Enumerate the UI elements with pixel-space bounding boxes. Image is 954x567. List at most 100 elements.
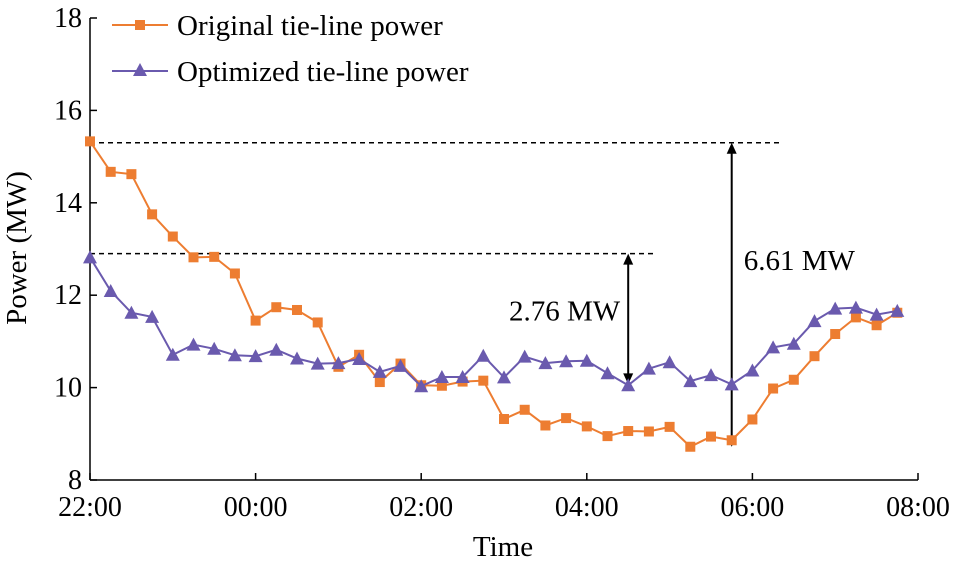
data-point [227, 348, 242, 362]
data-point [602, 431, 613, 442]
data-point [745, 363, 760, 377]
data-point [372, 364, 387, 378]
data-point [292, 304, 302, 315]
legend-marker-original [135, 20, 145, 30]
data-point [559, 354, 574, 368]
data-point [724, 377, 739, 391]
data-point [434, 369, 449, 383]
data-point [499, 414, 509, 425]
x-tick-label: 00:00 [224, 492, 288, 523]
data-point [476, 348, 491, 362]
x-tick-label: 06:00 [721, 492, 785, 523]
data-point [517, 349, 532, 363]
series-layer [83, 136, 905, 452]
data-point [685, 441, 696, 452]
data-point [414, 379, 429, 393]
y-tick-label: 8 [68, 465, 82, 496]
data-point [147, 209, 158, 220]
x-axis-title: Time [473, 531, 533, 563]
data-point [664, 421, 675, 432]
data-point [352, 351, 367, 365]
data-point [269, 342, 284, 356]
data-point [331, 356, 346, 370]
data-point [145, 309, 160, 323]
data-point [706, 431, 716, 442]
data-point [561, 413, 572, 424]
data-point [869, 307, 884, 321]
difference-label: 2.76 MW [509, 296, 621, 328]
data-point [207, 341, 222, 355]
legend-item-original: Original tie-line power [112, 10, 443, 42]
legend-item-optimized: Optimized tie-line power [112, 56, 469, 88]
data-point [393, 358, 408, 372]
y-tick-label: 10 [54, 373, 82, 404]
data-point [747, 414, 758, 425]
data-point [290, 351, 304, 365]
y-tick-label: 14 [54, 188, 82, 219]
data-point [641, 361, 656, 375]
y-axis-title: Power (MW) [1, 171, 33, 325]
series-line [89, 140, 898, 448]
series-0 [85, 136, 903, 452]
difference-label: 6.61 MW [744, 245, 856, 277]
data-point [455, 369, 470, 383]
data-point [643, 426, 654, 437]
x-tick-label: 04:00 [555, 492, 619, 523]
data-point [850, 312, 861, 323]
data-point [310, 356, 325, 370]
data-point [581, 421, 592, 432]
data-point [519, 404, 530, 415]
data-point [540, 420, 551, 431]
data-point [828, 301, 843, 315]
data-point [807, 314, 822, 328]
legend-label-original: Original tie-line power [177, 10, 443, 42]
data-point [623, 426, 634, 437]
data-point [497, 370, 511, 384]
series-1 [83, 250, 905, 393]
x-tick-label: 08:00 [886, 492, 950, 523]
data-point [766, 340, 781, 354]
data-point [124, 305, 139, 319]
data-point [250, 315, 261, 326]
data-point [105, 166, 116, 177]
data-point [126, 169, 137, 180]
data-point [871, 320, 882, 331]
data-point [704, 368, 718, 382]
data-point [538, 356, 553, 370]
data-point [662, 355, 677, 369]
data-point [579, 353, 594, 367]
y-tick-label: 12 [54, 280, 82, 311]
x-tick-label: 22:00 [58, 492, 122, 523]
legend: Original tie-line power Optimized tie-li… [112, 10, 469, 88]
x-tick-label: 02:00 [389, 492, 453, 523]
data-point [621, 378, 636, 392]
data-point [788, 374, 799, 385]
data-point [186, 337, 201, 351]
data-point [830, 329, 841, 340]
data-point [890, 303, 905, 317]
data-point [600, 366, 615, 380]
data-point [726, 435, 737, 446]
difference-arrow-head-top [623, 253, 634, 265]
data-point [436, 380, 447, 391]
data-point [165, 347, 180, 361]
axes: 8 10 12 14 16 18 22:00 00:00 02:00 04:00 06:00 08:0… [54, 3, 950, 523]
data-point [188, 252, 199, 263]
data-point [85, 136, 95, 147]
legend-label-optimized: Optimized tie-line power [177, 56, 469, 88]
data-point [768, 383, 779, 394]
data-point [103, 284, 118, 298]
data-point [209, 251, 220, 262]
annotations: 2.76 MW 6.61 MW [90, 141, 856, 447]
y-tick-label: 16 [54, 95, 82, 126]
data-point [167, 231, 178, 242]
data-point [248, 349, 263, 363]
data-point [809, 351, 820, 362]
data-point [786, 336, 801, 350]
data-point [312, 317, 323, 328]
data-point [683, 374, 698, 388]
y-tick-label: 18 [54, 3, 82, 34]
data-point [478, 375, 489, 386]
data-point [229, 268, 240, 279]
data-point [374, 377, 385, 388]
